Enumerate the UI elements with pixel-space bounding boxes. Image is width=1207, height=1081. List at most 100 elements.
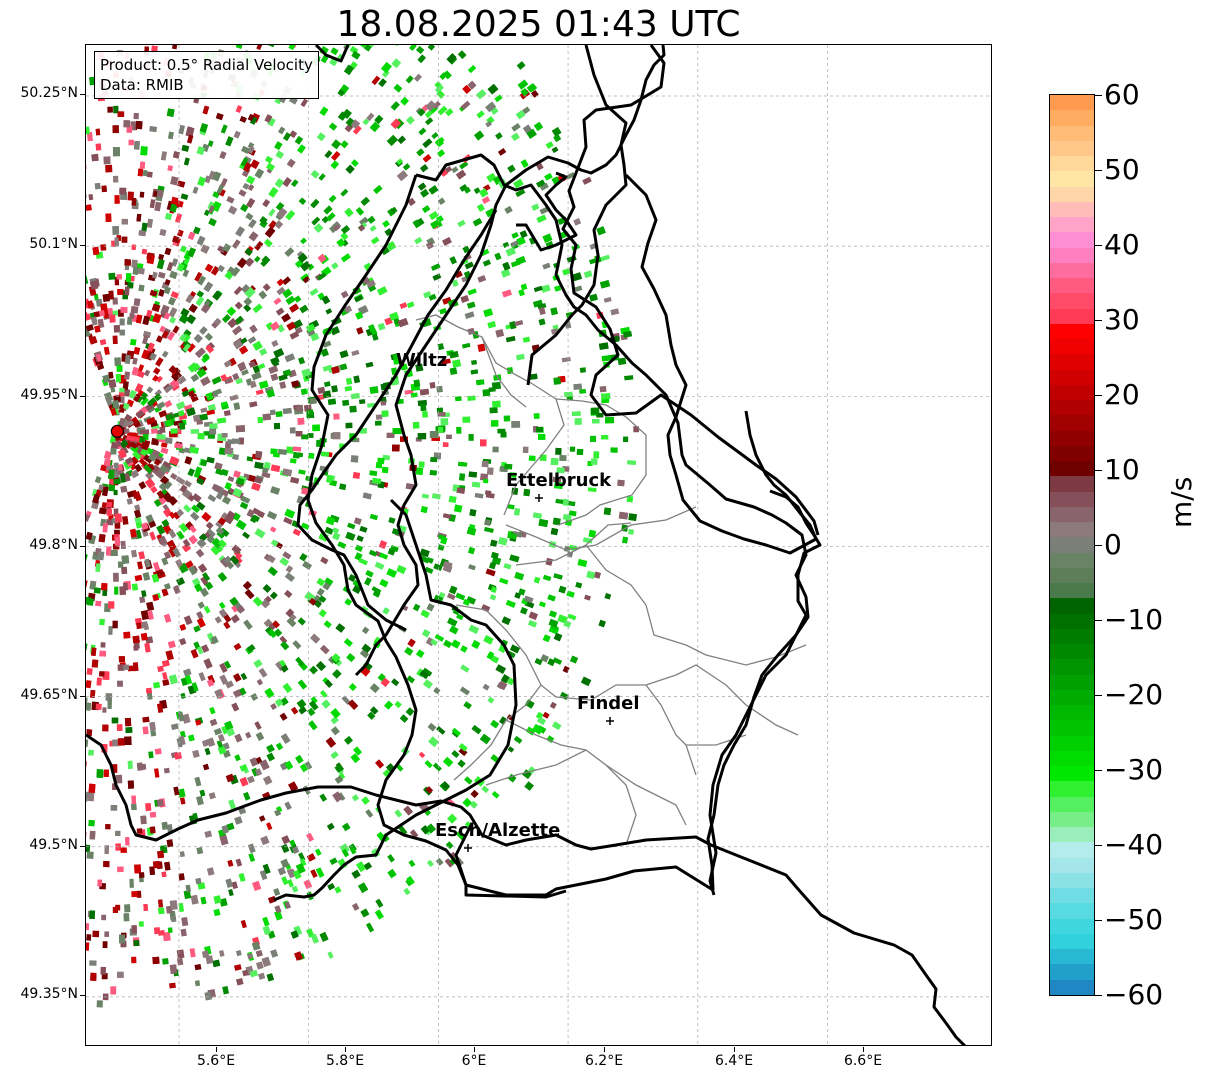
radar-gate <box>538 434 546 440</box>
radar-gate <box>127 420 135 427</box>
radar-gate <box>200 459 208 467</box>
radar-gate <box>490 539 498 547</box>
radar-gate <box>446 434 452 439</box>
radar-gate <box>273 348 285 358</box>
radar-gate <box>567 500 576 507</box>
radar-gate <box>583 270 593 279</box>
radar-gate <box>622 536 629 544</box>
radar-gate <box>455 830 466 841</box>
radar-gate <box>191 504 200 514</box>
colorbar-tick-label: −30 <box>1104 753 1164 786</box>
radar-gate <box>139 161 146 169</box>
radar-gate <box>471 481 481 488</box>
radar-gate <box>474 493 484 499</box>
radar-gate <box>208 170 216 180</box>
radar-gate <box>206 867 215 876</box>
radar-gate <box>122 516 129 525</box>
radar-gate <box>278 126 286 135</box>
radar-gate <box>185 126 195 138</box>
radar-gate <box>99 339 107 346</box>
radar-gate <box>378 540 387 549</box>
radar-gate <box>196 611 204 620</box>
radar-gate <box>447 813 458 824</box>
radar-gate <box>320 644 330 655</box>
radar-gate <box>108 469 115 480</box>
radar-gate <box>418 461 425 468</box>
radar-gate <box>115 440 122 447</box>
radar-gate <box>527 619 538 628</box>
radar-gate <box>252 340 263 351</box>
radar-gate <box>365 361 374 368</box>
radar-gate <box>340 140 349 149</box>
radar-gate <box>135 409 145 419</box>
radar-gate <box>234 754 241 762</box>
radar-gate <box>374 114 384 124</box>
radar-gate <box>483 308 493 318</box>
radar-gate <box>455 592 466 601</box>
radar-gate <box>426 823 436 834</box>
radar-gate <box>341 695 351 705</box>
radar-gate <box>112 620 118 629</box>
radar-gate <box>391 444 400 452</box>
radar-gate <box>324 381 331 387</box>
radar-gate <box>405 483 415 490</box>
radar-gate <box>344 207 354 218</box>
radar-gate <box>263 461 271 469</box>
radar-gate <box>149 352 157 361</box>
radar-gate <box>523 595 534 604</box>
lon-tick-label: 5.8°E <box>305 1047 385 1069</box>
radar-gate <box>323 205 333 215</box>
radar-gate <box>553 377 561 385</box>
radar-gate <box>520 607 528 615</box>
radar-gate <box>184 456 193 465</box>
radar-gate <box>451 639 461 649</box>
radar-gate <box>147 342 155 352</box>
radar-gate <box>175 200 184 208</box>
radar-gate <box>181 917 189 927</box>
colorbar-tick-mark <box>1095 620 1102 621</box>
radar-gate <box>309 288 319 297</box>
radar-gate <box>117 680 124 687</box>
radar-gate <box>143 903 148 911</box>
radar-map[interactable] <box>85 44 992 1046</box>
radar-gate <box>371 236 380 245</box>
radar-gate <box>97 879 103 887</box>
radar-gate <box>589 258 597 265</box>
radar-gate <box>144 478 156 489</box>
radar-gate <box>226 195 235 204</box>
radar-gate <box>153 498 162 508</box>
radar-gate <box>208 792 216 800</box>
radar-gate <box>495 664 507 675</box>
radar-gate <box>172 235 180 244</box>
radar-gate <box>533 285 543 293</box>
radar-gate <box>146 252 153 260</box>
radar-gate <box>187 231 196 240</box>
radar-gate <box>105 164 113 173</box>
radar-gate <box>157 850 165 859</box>
radar-gate <box>365 569 374 578</box>
radar-gate <box>424 117 434 126</box>
radar-gate <box>213 727 223 736</box>
radar-gate <box>204 332 214 342</box>
radar-gate <box>507 504 515 510</box>
radar-gate <box>500 431 507 438</box>
radar-gate <box>196 368 207 378</box>
radar-gate <box>440 536 448 545</box>
radar-gate <box>350 455 359 463</box>
radar-gate <box>183 668 192 677</box>
radar-gate <box>373 184 383 194</box>
radar-gate <box>344 385 353 392</box>
radar-gate <box>192 749 200 758</box>
radar-gate <box>96 677 102 686</box>
radar-gate <box>325 736 337 748</box>
radar-gate <box>100 244 107 251</box>
radar-gate <box>158 253 165 261</box>
radar-gate <box>305 323 316 333</box>
radar-gate <box>88 783 96 793</box>
radar-gate <box>351 794 359 802</box>
radar-gate <box>406 675 415 684</box>
radar-gate <box>194 964 202 971</box>
radar-gate <box>279 557 290 567</box>
radar-gate <box>490 719 500 729</box>
radar-gate <box>488 562 497 570</box>
